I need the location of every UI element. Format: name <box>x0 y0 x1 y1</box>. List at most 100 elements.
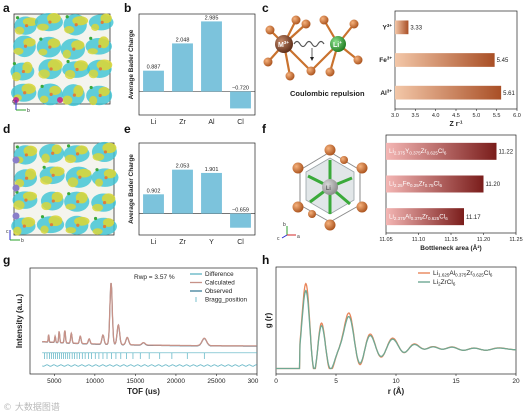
category-label: Zr <box>179 119 186 126</box>
axis-c-arrow <box>281 234 288 239</box>
iso-yellow-lobe <box>98 36 110 49</box>
iso-yellow-lobe <box>103 218 115 227</box>
y-axis-label: g (r) <box>264 312 273 328</box>
iso-yellow-lobe <box>23 37 36 47</box>
chlorine-atom <box>102 201 107 205</box>
chlorine-atom <box>98 67 103 71</box>
iso-yellow-lobe <box>92 153 105 161</box>
yttrium-atom <box>12 156 20 164</box>
iso-yellow-lobe <box>67 177 79 188</box>
iso-yellow-lobe <box>13 47 24 55</box>
bar-value-label: 0.887 <box>147 65 161 71</box>
iso-yellow-lobe <box>87 48 98 55</box>
bar-value-label: −0.659 <box>232 208 249 214</box>
iso-yellow-lobe <box>41 201 52 211</box>
series-calculated <box>42 282 257 347</box>
x-tick-label: 0 <box>274 378 278 385</box>
chlorine-atom <box>75 67 79 72</box>
bar-value-label: 5.45 <box>497 58 509 64</box>
iso-yellow-lobe <box>49 166 65 177</box>
chlorine-atom <box>76 200 80 204</box>
lithium-atom <box>15 145 19 149</box>
axis-b-label: b <box>283 222 286 228</box>
repulsion-spring <box>293 40 325 48</box>
lithium-atom <box>67 192 71 196</box>
iso-yellow-lobe <box>103 168 117 179</box>
chlorine-atom <box>102 224 107 229</box>
bar-value-label: 0.902 <box>147 188 161 194</box>
bar-value-label: 2.053 <box>176 164 190 170</box>
annotation-coulombic-repulsion: Coulombic repulsion <box>290 89 365 98</box>
bar-y <box>395 20 409 35</box>
chlorine-atom <box>49 223 54 227</box>
bar-zr <box>172 43 193 92</box>
bar-value-label: 2.048 <box>176 37 190 43</box>
chlorine-atom <box>98 44 102 48</box>
legend-label: Difference <box>205 271 234 278</box>
lithium-atom <box>65 15 69 19</box>
category-label: Y <box>209 239 214 246</box>
x-tick-label: 25000 <box>207 378 225 385</box>
iso-yellow-lobe <box>51 191 63 203</box>
iso-yellow-lobe <box>38 48 48 56</box>
category-label: Y3+ <box>383 23 393 32</box>
li-ion <box>330 36 346 52</box>
x-tick-label: 5.5 <box>493 113 501 119</box>
iso-yellow-lobe <box>64 25 75 34</box>
chlorine-atom <box>49 67 53 71</box>
axis-b-label: b <box>27 108 30 114</box>
series-li2zrcl6 <box>276 289 517 370</box>
bar-fe <box>395 53 495 67</box>
iso-yellow-lobe <box>88 69 99 79</box>
bar-cl <box>230 91 251 109</box>
chart-e-bader-charge: 0.902 Li 2.053 Zr 1.901 Y −0.659 Cl Average Bade… <box>128 142 256 246</box>
chlorine-atom <box>100 20 104 24</box>
chlorine-atom <box>103 150 108 154</box>
lithium-atom <box>12 61 17 66</box>
bar-value-label: 1.901 <box>205 167 219 173</box>
chlorine-atom <box>48 45 52 49</box>
iso-yellow-lobe <box>73 85 84 98</box>
y-axis-label: Average Bader Charge <box>128 29 135 99</box>
x-tick-label: 15000 <box>126 378 144 385</box>
iso-yellow-lobe <box>47 38 61 48</box>
chlorine-atom <box>74 23 78 27</box>
chart-c-z-over-r: 3.33 Y3+ 5.45 Fe3+ 5.61 Al3+ 3.0 3.5 4.0 4.5 5.0 5.… <box>379 10 521 128</box>
metal-atom <box>57 97 63 103</box>
iso-yellow-lobe <box>62 95 73 105</box>
panel-label-e: e <box>124 122 131 136</box>
bar-composition-label: Li2.25Fe0.25Zr0.75Cl6 <box>389 181 442 189</box>
lithium-atom <box>95 168 99 172</box>
iso-yellow-lobe <box>40 175 53 185</box>
bar-value-label: 2.985 <box>205 15 219 21</box>
x-axis-label: r (Å) <box>388 387 405 396</box>
iso-yellow-lobe <box>72 16 89 26</box>
bar-y <box>201 172 222 214</box>
chlorine-atom <box>49 92 53 96</box>
structure-d-isosurfaces <box>11 141 119 236</box>
x-tick-label: 10 <box>392 378 400 385</box>
chlorine-atom <box>23 91 27 95</box>
iso-yellow-lobe <box>25 168 37 180</box>
iso-yellow-lobe <box>64 154 77 164</box>
iso-yellow-lobe <box>12 71 21 82</box>
chlorine-atom <box>98 93 102 98</box>
li-ion-label: Li+ <box>333 40 342 49</box>
chart-h-pdf: 0 5 10 15 20 r (Å) g (r) Li1.625Al0.375Zr0.625C… <box>264 266 520 396</box>
bar-zr <box>172 169 193 214</box>
x-tick-label: 10000 <box>86 378 104 385</box>
lithium-atom <box>66 59 70 64</box>
iso-yellow-lobe <box>71 40 85 50</box>
x-axis-label: Bottleneck area (Å²) <box>420 243 481 252</box>
chlorine-atom <box>51 173 55 177</box>
panel-label-g: g <box>3 253 10 267</box>
yttrium-atom <box>12 184 20 192</box>
chlorine-atom <box>21 69 26 74</box>
iso-yellow-lobe <box>62 49 71 59</box>
lithium-atom <box>40 84 44 88</box>
li-center-label: Li <box>326 186 331 192</box>
iso-yellow-lobe <box>39 95 49 104</box>
iso-yellow-lobe <box>65 227 77 234</box>
plot-frame <box>138 13 256 116</box>
x-tick-label: 11.05 <box>379 237 392 243</box>
